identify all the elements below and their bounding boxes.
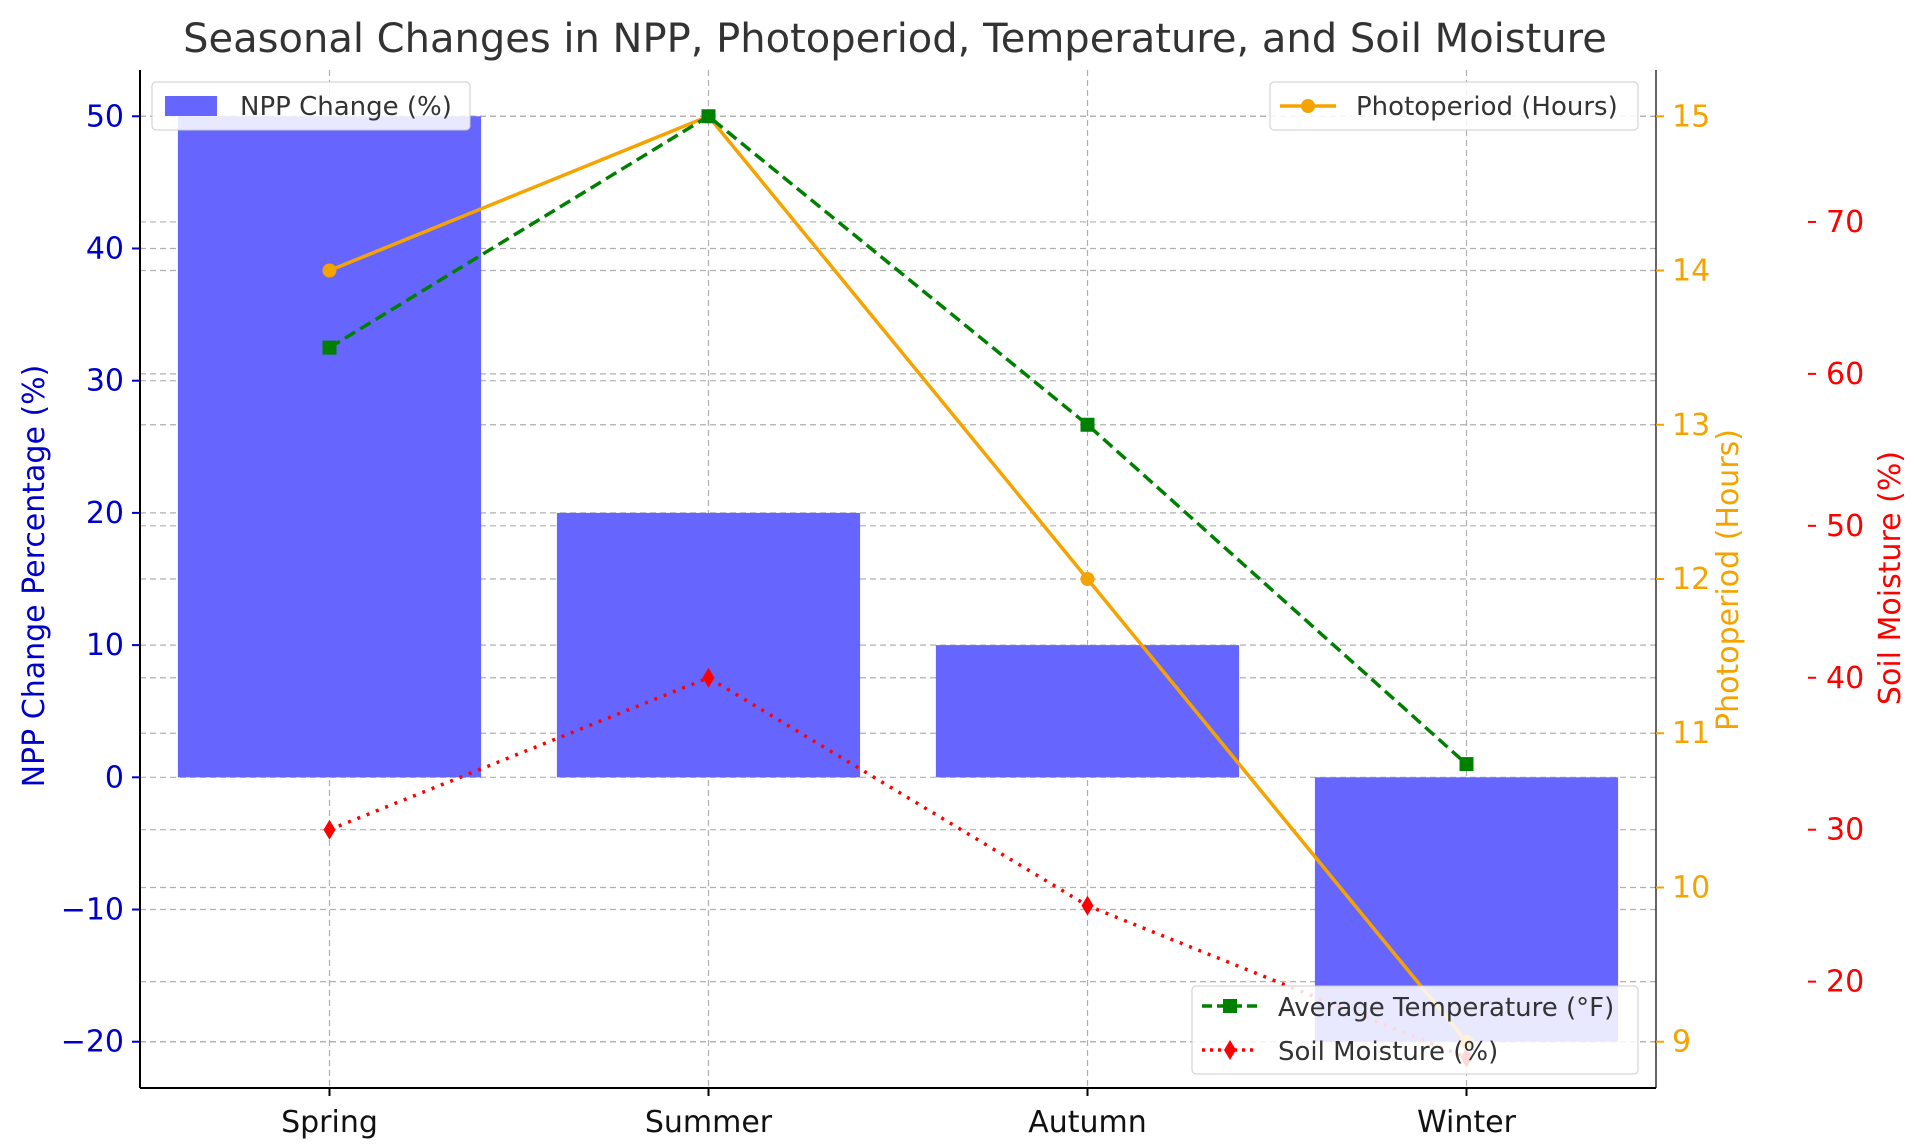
legend-moisture-marker bbox=[1224, 1040, 1236, 1060]
y-left-axis-label: NPP Change Percentage (%) bbox=[17, 365, 52, 788]
marker-average-temperature-f-winter bbox=[1459, 757, 1474, 772]
marker-soil-moisture-autumn bbox=[1081, 895, 1094, 916]
y-right1-tick-label: 15 bbox=[1672, 99, 1710, 134]
legend-temp-label: Average Temperature (°F) bbox=[1278, 993, 1614, 1023]
y-left-tick-label: 50 bbox=[86, 99, 124, 134]
y-left-tick-label: 40 bbox=[86, 231, 124, 266]
lines-layer bbox=[322, 109, 1474, 1068]
y-right2-axis-label: Soil Moisture (%) bbox=[1873, 451, 1908, 705]
legend-temp-marker bbox=[1223, 999, 1237, 1013]
legend-moisture-label: Soil Moisture (%) bbox=[1278, 1037, 1498, 1067]
y-right2-tick-label: 70 bbox=[1826, 205, 1864, 240]
legend-photoperiod-box bbox=[1269, 81, 1639, 131]
legend-temp-moisture: Average Temperature (°F) Soil Moisture (… bbox=[1191, 985, 1639, 1075]
y-left-tick-label: 30 bbox=[86, 364, 124, 399]
bars-layer bbox=[177, 116, 1619, 1042]
series-line-photoperiod-hours bbox=[328, 114, 1468, 1043]
x-tick-label: Winter bbox=[1417, 1105, 1517, 1140]
y-right1-tick-label: 12 bbox=[1672, 562, 1710, 597]
y-right1-tick-label: 11 bbox=[1672, 716, 1710, 751]
series-line-average-temperature-f bbox=[328, 114, 1468, 766]
y-right2-tick-label: 60 bbox=[1826, 357, 1864, 392]
y-right2-tick-label: 50 bbox=[1826, 509, 1864, 544]
legend-npp-box bbox=[151, 81, 471, 131]
y-left-tick-label: 10 bbox=[86, 628, 124, 663]
y-right1-tick-label: 13 bbox=[1672, 408, 1710, 443]
x-tick-label: Spring bbox=[281, 1105, 378, 1140]
y-left-tick-label: −20 bbox=[61, 1025, 124, 1060]
ticks-layer: Spring Summer Autumn Winter 50 40 30 20 10 0 −10 −2… bbox=[61, 99, 1865, 1140]
x-tick-label: Summer bbox=[645, 1105, 773, 1140]
marker-average-temperature-f-spring bbox=[322, 340, 337, 355]
y-right2-tick-label: 20 bbox=[1826, 965, 1864, 1000]
x-tick-label: Autumn bbox=[1028, 1105, 1147, 1140]
y-left-tick-label: 20 bbox=[86, 496, 124, 531]
marker-soil-moisture-spring bbox=[323, 819, 336, 840]
chart-title: Seasonal Changes in NPP, Photoperiod, Te… bbox=[183, 16, 1607, 62]
y-right2-tick-label: 40 bbox=[1826, 661, 1864, 696]
marker-photoperiod-hours-spring bbox=[322, 263, 337, 278]
marker-average-temperature-f-summer bbox=[701, 109, 716, 124]
legend-photoperiod-label: Photoperiod (Hours) bbox=[1356, 92, 1618, 122]
bar-npp-autumn bbox=[935, 645, 1240, 778]
y-right1-tick-label: 10 bbox=[1672, 870, 1710, 905]
marker-soil-moisture-summer bbox=[702, 667, 715, 688]
y-left-tick-label: 0 bbox=[105, 760, 124, 795]
marker-average-temperature-f-autumn bbox=[1080, 417, 1095, 432]
y-right1-tick-label: 9 bbox=[1672, 1025, 1691, 1060]
legend-npp-swatch bbox=[165, 96, 217, 116]
legend-photoperiod-marker bbox=[1301, 99, 1315, 113]
legend-photoperiod: Photoperiod (Hours) bbox=[1269, 81, 1639, 131]
legend-npp: NPP Change (%) bbox=[151, 81, 471, 131]
bar-npp-spring bbox=[177, 116, 482, 778]
bar-npp-summer bbox=[556, 512, 861, 778]
y-right2-tick-label: 30 bbox=[1826, 813, 1864, 848]
y-left-tick-label: −10 bbox=[61, 893, 124, 928]
y-right1-axis-label: Photoperiod (Hours) bbox=[1711, 429, 1746, 731]
legend-npp-label: NPP Change (%) bbox=[240, 92, 452, 122]
legend-temp-moisture-box bbox=[1191, 985, 1639, 1075]
y-right1-tick-label: 14 bbox=[1672, 254, 1710, 289]
marker-photoperiod-hours-autumn bbox=[1080, 572, 1095, 586]
